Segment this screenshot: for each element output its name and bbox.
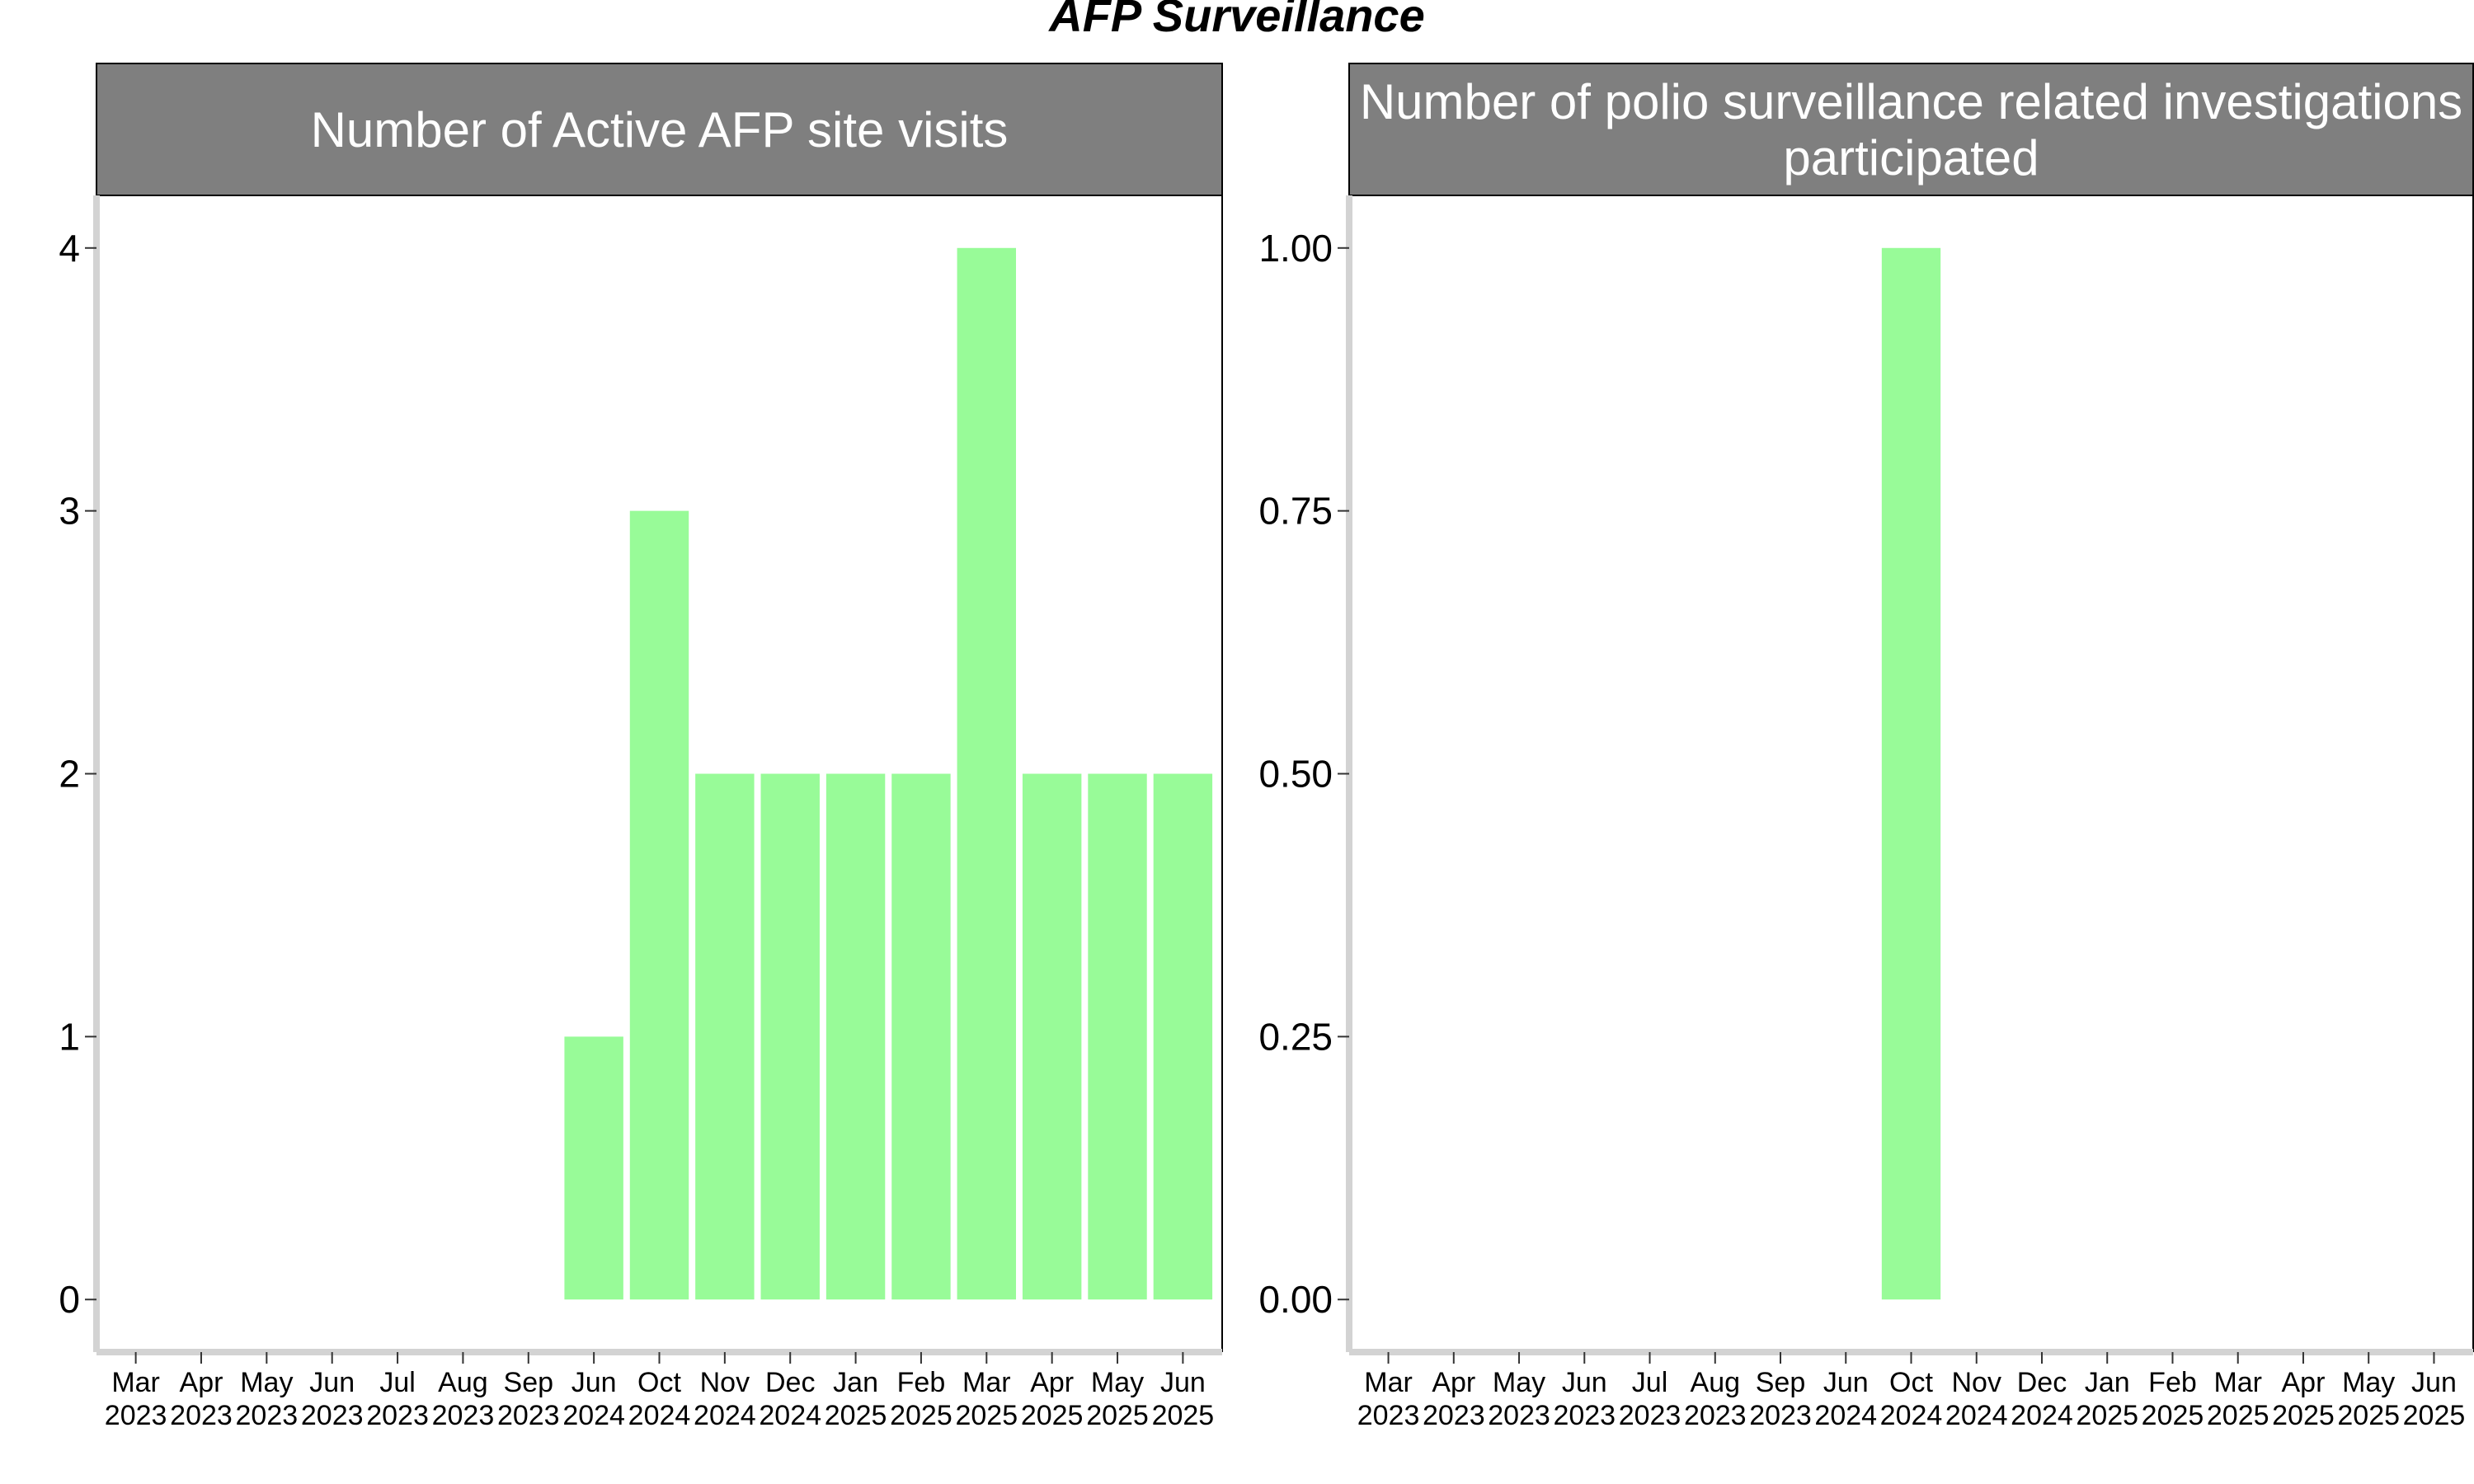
x-tick-label-year: 2024	[1814, 1400, 1877, 1431]
y-tick-label: 1	[59, 1015, 80, 1058]
x-tick-label-month: Sep	[1756, 1367, 1806, 1398]
x-tick-label-month: Jun	[571, 1367, 617, 1398]
x-tick-label-year: 2024	[2011, 1400, 2073, 1431]
x-tick-label-month: Jan	[2085, 1367, 2130, 1398]
x-tick-label-year: 2023	[366, 1400, 429, 1431]
x-tick-label-year: 2024	[1945, 1400, 2008, 1431]
x-tick-label-month: Dec	[765, 1367, 815, 1398]
bar	[957, 247, 1017, 1300]
x-tick-label-month: Feb	[897, 1367, 946, 1398]
x-tick-label-month: Apr	[2282, 1367, 2326, 1398]
x-tick-label-month: Mar	[2213, 1367, 2262, 1398]
x-tick-label-year: 2023	[1423, 1400, 1485, 1431]
x-tick-label-year: 2025	[825, 1400, 887, 1431]
x-tick-label-month: Mar	[962, 1367, 1011, 1398]
x-tick-label-year: 2023	[1749, 1400, 1812, 1431]
x-tick-label-year: 2023	[1357, 1400, 1420, 1431]
y-tick-label: 0.00	[1258, 1278, 1333, 1321]
panel-strip	[96, 63, 1223, 196]
x-tick-label-year: 2025	[2272, 1400, 2335, 1431]
x-tick-label-month: May	[240, 1367, 293, 1398]
x-tick-label-year: 2023	[105, 1400, 167, 1431]
bar	[1022, 773, 1082, 1300]
x-tick-label-month: Apr	[1030, 1367, 1074, 1398]
y-tick-label: 4	[59, 227, 80, 270]
bar	[760, 773, 820, 1300]
x-tick-label-month: Jul	[1632, 1367, 1667, 1398]
x-tick-label-month: Jun	[309, 1367, 355, 1398]
x-tick-label-month: Jun	[1823, 1367, 1869, 1398]
x-tick-label-year: 2024	[628, 1400, 691, 1431]
x-tick-label-year: 2025	[2207, 1400, 2269, 1431]
bar	[825, 773, 886, 1300]
panel-title: Number of polio surveillance related inv…	[1360, 74, 2462, 129]
x-tick-label-year: 2025	[2403, 1400, 2466, 1431]
x-tick-label-month: Oct	[1889, 1367, 1933, 1398]
main-title: AFP Surveillance	[1049, 0, 1425, 41]
x-tick-label-month: Apr	[1432, 1367, 1475, 1398]
x-tick-label-month: Oct	[637, 1367, 681, 1398]
x-tick-label-month: Jun	[2411, 1367, 2457, 1398]
x-tick-label-year: 2025	[1021, 1400, 1084, 1431]
x-tick-label-year: 2023	[432, 1400, 495, 1431]
x-tick-label-year: 2025	[890, 1400, 952, 1431]
x-tick-label-year: 2024	[759, 1400, 821, 1431]
x-tick-label-month: May	[1493, 1367, 1545, 1398]
x-tick-label-month: Mar	[111, 1367, 160, 1398]
x-tick-label-month: Jul	[379, 1367, 415, 1398]
y-tick-label: 0.75	[1258, 490, 1333, 533]
bar	[695, 773, 755, 1300]
x-tick-label-year: 2024	[694, 1400, 756, 1431]
x-tick-label-month: Dec	[2017, 1367, 2067, 1398]
x-tick-label-year: 2024	[1880, 1400, 1943, 1431]
x-tick-label-month: Aug	[438, 1367, 488, 1398]
x-tick-label-month: May	[2342, 1367, 2395, 1398]
panel-2: Number of polio surveillance related inv…	[1258, 63, 2474, 1431]
panel-strip	[1348, 63, 2474, 196]
x-tick-label-month: Nov	[700, 1367, 750, 1398]
x-tick-label-year: 2025	[2142, 1400, 2204, 1431]
x-tick-label-month: Feb	[2148, 1367, 2197, 1398]
x-tick-label-year: 2023	[1488, 1400, 1550, 1431]
panel-1: Number of Active AFP site visits 0 1 2 3 4 Mar…	[59, 63, 1223, 1431]
bar	[1881, 247, 1941, 1300]
x-tick-label-month: Apr	[180, 1367, 223, 1398]
x-tick-label-year: 2025	[1086, 1400, 1149, 1431]
y-tick-label: 0.25	[1258, 1015, 1333, 1058]
x-tick-label-year: 2023	[1684, 1400, 1747, 1431]
bar	[1153, 773, 1213, 1300]
x-tick-label-month: Jan	[833, 1367, 878, 1398]
x-tick-label-month: May	[1091, 1367, 1144, 1398]
y-tick-label: 0	[59, 1278, 80, 1321]
bar	[564, 1036, 623, 1300]
x-tick-label-year: 2023	[1553, 1400, 1616, 1431]
x-tick-label-year: 2023	[497, 1400, 560, 1431]
bar	[891, 773, 951, 1300]
x-tick-label-month: Nov	[1952, 1367, 2001, 1398]
x-tick-label-month: Mar	[1364, 1367, 1413, 1398]
x-tick-label-year: 2025	[955, 1400, 1018, 1431]
panel-title: Number of Active AFP site visits	[311, 102, 1009, 157]
bar	[1088, 773, 1147, 1300]
y-tick-label: 3	[59, 490, 80, 533]
y-tick-label: 0.50	[1258, 753, 1333, 796]
x-tick-label-month: Jun	[1562, 1367, 1607, 1398]
x-tick-label-month: Sep	[504, 1367, 554, 1398]
x-tick-label-year: 2025	[1152, 1400, 1215, 1431]
bar	[629, 510, 689, 1300]
x-tick-label-year: 2024	[562, 1400, 625, 1431]
x-tick-label-month: Jun	[1160, 1367, 1206, 1398]
x-tick-label-year: 2023	[236, 1400, 299, 1431]
x-tick-label-year: 2023	[301, 1400, 364, 1431]
panel-title: participated	[1783, 130, 2039, 186]
x-tick-label-year: 2023	[170, 1400, 233, 1431]
y-tick-label: 1.00	[1258, 227, 1333, 270]
x-tick-label-year: 2025	[2076, 1400, 2138, 1431]
x-tick-label-year: 2023	[1619, 1400, 1681, 1431]
x-tick-label-year: 2025	[2337, 1400, 2400, 1431]
x-tick-label-month: Aug	[1691, 1367, 1741, 1398]
y-tick-label: 2	[59, 753, 80, 796]
